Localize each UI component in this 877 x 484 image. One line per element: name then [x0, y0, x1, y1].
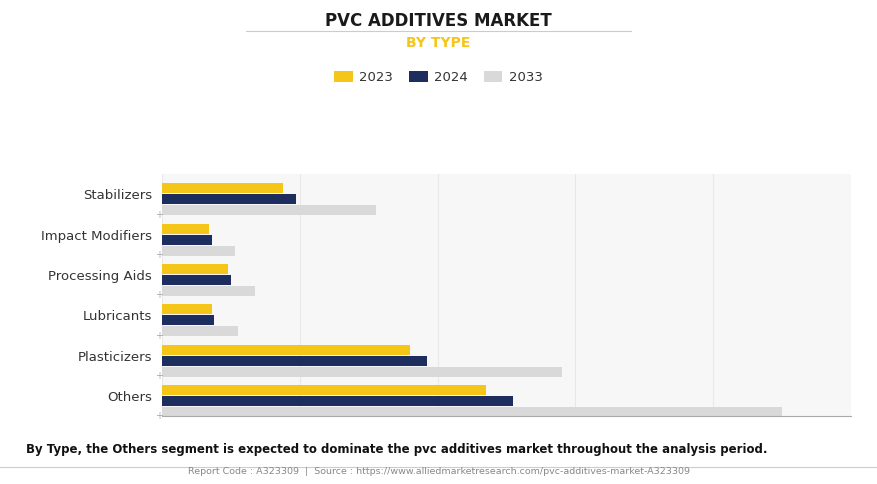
Text: +: + — [155, 331, 163, 341]
Text: By Type, the Others segment is expected to dominate the pvc additives market thr: By Type, the Others segment is expected … — [26, 443, 767, 456]
Bar — [162, 183, 282, 194]
Bar — [162, 326, 238, 336]
Bar — [162, 195, 296, 204]
Text: +: + — [155, 371, 163, 381]
Bar — [162, 396, 513, 406]
Bar — [162, 385, 486, 395]
Bar — [162, 224, 209, 234]
Bar — [162, 304, 212, 315]
Text: +: + — [155, 411, 163, 421]
Bar — [162, 367, 561, 377]
Bar — [162, 264, 228, 274]
Text: PVC ADDITIVES MARKET: PVC ADDITIVES MARKET — [325, 12, 552, 30]
Bar — [162, 345, 410, 355]
Text: BY TYPE: BY TYPE — [406, 36, 471, 50]
Bar — [162, 235, 212, 245]
Text: +: + — [155, 250, 163, 260]
Bar — [162, 356, 427, 366]
Text: +: + — [155, 290, 163, 300]
Bar — [162, 316, 214, 325]
Legend: 2023, 2024, 2033: 2023, 2024, 2033 — [329, 66, 548, 89]
Text: +: + — [155, 210, 163, 220]
Bar — [162, 407, 782, 417]
Text: Report Code : A323309  |  Source : https://www.alliedmarketresearch.com/pvc-addi: Report Code : A323309 | Source : https:/… — [188, 467, 689, 476]
Bar — [162, 286, 255, 296]
Bar — [162, 275, 232, 285]
Bar — [162, 205, 375, 215]
Bar — [162, 246, 234, 256]
